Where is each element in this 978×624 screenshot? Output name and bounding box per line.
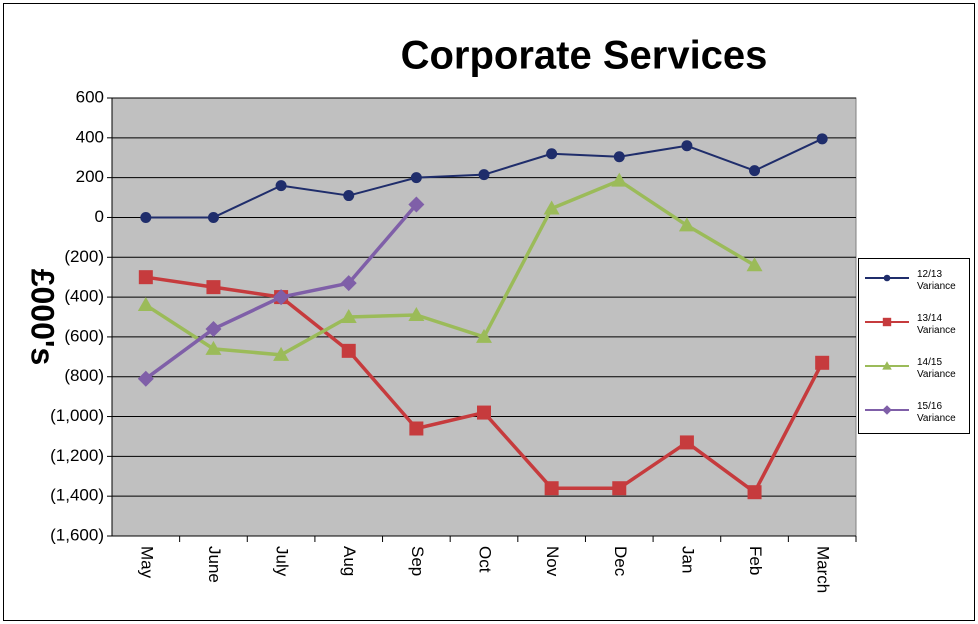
x-tick-label: Nov [543,546,562,577]
marker [816,133,828,145]
marker [546,148,558,160]
marker [815,355,830,370]
marker [410,172,422,184]
y-tick-label: (1,000) [50,406,104,425]
marker [476,328,492,343]
legend: 12/13 Variance 13/14 Variance 14/15 Varian… [858,258,970,434]
plot-area [111,97,857,537]
marker [340,275,357,292]
marker [613,151,625,163]
marker [408,196,425,213]
legend-item: 12/13 Variance [863,269,969,299]
x-tick-label: Feb [746,546,765,575]
marker [477,405,491,420]
legend-swatch [865,317,909,327]
x-tick-label: Aug [340,546,359,576]
legend-label: 13/14 Variance [917,313,956,336]
chart-title: Corporate Services [401,34,768,78]
legend-item: 15/16 Variance [863,401,969,431]
legend-label: 14/15 Variance [917,357,956,380]
legend-swatch [865,274,909,282]
legend-swatch [865,361,909,370]
y-tick-label: (1,200) [50,446,104,465]
y-tick-label: 400 [76,127,104,146]
marker [678,217,695,232]
marker [206,280,221,295]
marker [612,481,627,496]
marker [273,289,290,306]
marker [207,211,219,223]
x-tick-label: June [205,546,224,583]
x-tick-label: Dec [611,546,630,577]
marker [273,346,290,361]
marker [681,140,693,152]
marker [205,320,222,337]
marker [137,370,154,387]
x-tick-label: Jan [678,546,697,573]
y-tick-label: (400) [64,287,104,306]
marker [137,297,154,312]
y-tick-label: (800) [64,366,104,385]
x-tick-label: Sep [408,546,427,576]
marker [205,340,222,355]
marker [408,307,425,322]
y-tick-label: 0 [95,207,104,226]
legend-swatch [865,405,909,415]
marker [543,200,560,215]
x-tick-label: July [273,546,292,577]
marker [746,257,763,272]
y-tick-label: (1,400) [50,486,104,505]
legend-item: 14/15 Variance [863,357,969,387]
legend-label: 12/13 Variance [917,269,956,292]
x-tick-label: Oct [476,546,495,573]
marker [340,309,357,323]
marker [275,180,287,192]
marker [883,274,891,282]
marker [140,211,152,223]
marker [747,485,762,500]
marker [882,405,892,415]
y-tick-label: 600 [76,87,104,106]
marker [138,270,153,285]
marker [679,435,694,450]
marker [343,190,355,202]
marker [611,172,628,187]
marker [882,317,892,327]
marker [749,165,761,177]
y-tick-label: (200) [64,247,104,266]
marker [882,361,892,370]
marker [409,421,424,436]
marker [341,343,356,358]
y-axis-label: £000's [25,269,61,366]
x-tick-label: May [137,546,156,579]
legend-label: 15/16 Variance [917,401,956,424]
y-tick-label: (1,600) [50,525,104,544]
marker [544,481,559,496]
y-tick-label: (600) [64,326,104,345]
legend-item: 13/14 Variance [863,313,969,343]
y-tick-label: 200 [76,167,104,186]
marker [478,169,490,181]
x-tick-label: March [814,546,833,593]
series-line [144,178,756,357]
